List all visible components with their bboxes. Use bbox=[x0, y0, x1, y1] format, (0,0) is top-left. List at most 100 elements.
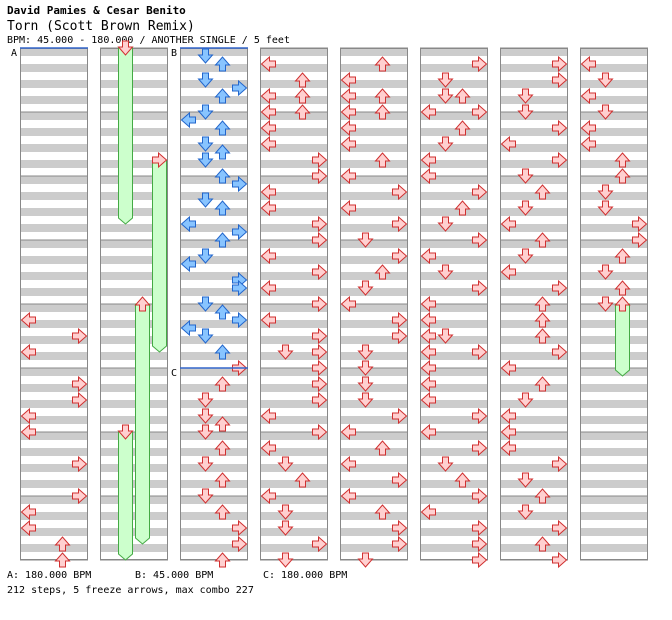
beat-stripe bbox=[100, 240, 168, 248]
beat-stripe bbox=[500, 112, 568, 120]
step-arrow-right bbox=[312, 423, 328, 441]
beat-stripe bbox=[180, 400, 248, 408]
step-arrow-right bbox=[312, 535, 328, 553]
beat-stripe bbox=[580, 496, 648, 504]
step-arrow-right bbox=[472, 535, 488, 553]
beat-stripe bbox=[180, 464, 248, 472]
step-arrow-up bbox=[214, 440, 231, 456]
step-arrow-left bbox=[20, 519, 36, 537]
step-arrow-down bbox=[437, 88, 454, 104]
step-arrow-right bbox=[392, 471, 408, 489]
step-arrow-down bbox=[597, 296, 614, 312]
step-arrow-down bbox=[517, 248, 534, 264]
step-arrow-down bbox=[437, 264, 454, 280]
song-title: Torn (Scott Brown Remix) bbox=[7, 19, 195, 34]
step-arrow-right bbox=[312, 263, 328, 281]
step-arrow-down bbox=[197, 296, 214, 312]
step-arrow-right bbox=[472, 103, 488, 121]
beat-stripe bbox=[580, 368, 648, 376]
beat-stripe bbox=[420, 160, 488, 168]
beat-stripe bbox=[500, 80, 568, 88]
beat-stripe bbox=[420, 64, 488, 72]
beat-stripe bbox=[20, 48, 88, 56]
beat-stripe bbox=[20, 176, 88, 184]
freeze-arrow-5 bbox=[615, 303, 630, 377]
beat-stripe bbox=[420, 512, 488, 520]
beat-stripe bbox=[260, 464, 328, 472]
step-arrow-down bbox=[197, 424, 214, 440]
step-arrow-up bbox=[614, 280, 631, 296]
beat-stripe bbox=[500, 272, 568, 280]
beat-stripe bbox=[180, 288, 248, 296]
beat-stripe bbox=[580, 288, 648, 296]
step-arrow-up bbox=[294, 72, 311, 88]
step-arrow-right bbox=[552, 279, 568, 297]
step-arrow-up bbox=[534, 376, 551, 392]
step-arrow-right bbox=[312, 231, 328, 249]
step-arrow-down bbox=[437, 72, 454, 88]
step-arrow-right bbox=[312, 215, 328, 233]
step-arrow-down bbox=[597, 264, 614, 280]
step-arrow-up bbox=[374, 152, 391, 168]
beat-stripe bbox=[340, 496, 408, 504]
step-arrow-left bbox=[500, 359, 516, 377]
beat-stripe bbox=[340, 432, 408, 440]
step-arrow-right bbox=[72, 391, 88, 409]
beat-stripe bbox=[500, 336, 568, 344]
step-arrow-down bbox=[197, 72, 214, 88]
step-arrow-right bbox=[472, 55, 488, 73]
beat-stripe bbox=[420, 192, 488, 200]
step-arrow-right bbox=[312, 151, 328, 169]
step-arrow-left bbox=[20, 311, 36, 329]
beat-stripe bbox=[580, 512, 648, 520]
step-arrow-up bbox=[614, 248, 631, 264]
step-arrow-down bbox=[197, 152, 214, 168]
beat-stripe bbox=[500, 400, 568, 408]
beat-stripe bbox=[260, 192, 328, 200]
beat-stripe bbox=[500, 176, 568, 184]
step-arrow-left bbox=[420, 503, 436, 521]
beat-stripe bbox=[420, 432, 488, 440]
step-arrow-up bbox=[214, 120, 231, 136]
beat-stripe bbox=[20, 544, 88, 552]
step-arrow-down bbox=[437, 328, 454, 344]
beat-stripe bbox=[420, 208, 488, 216]
beat-stripe bbox=[100, 448, 168, 456]
beat-stripe bbox=[180, 256, 248, 264]
beat-stripe bbox=[340, 224, 408, 232]
step-arrow-left bbox=[500, 423, 516, 441]
step-arrow-down bbox=[517, 168, 534, 184]
step-arrow-left bbox=[420, 151, 436, 169]
beat-stripe bbox=[580, 544, 648, 552]
beat-stripe bbox=[260, 64, 328, 72]
step-arrow-up bbox=[214, 200, 231, 216]
beat-stripe bbox=[180, 48, 248, 56]
step-arrow-right bbox=[632, 231, 648, 249]
beat-stripe bbox=[100, 112, 168, 120]
step-arrow-right bbox=[232, 223, 248, 241]
beat-stripe bbox=[580, 256, 648, 264]
beat-stripe bbox=[260, 144, 328, 152]
beat-stripe bbox=[580, 352, 648, 360]
step-arrow-left bbox=[340, 119, 356, 137]
beat-stripe bbox=[420, 240, 488, 248]
step-arrow-right bbox=[72, 375, 88, 393]
step-arrow-left bbox=[180, 255, 196, 273]
beat-stripe bbox=[340, 176, 408, 184]
step-arrow-left bbox=[260, 135, 276, 153]
step-arrow-right bbox=[312, 391, 328, 409]
beat-stripe bbox=[260, 48, 328, 56]
step-arrow-down bbox=[597, 200, 614, 216]
step-arrow-left bbox=[500, 439, 516, 457]
step-arrow-up bbox=[534, 296, 551, 312]
beat-stripe bbox=[260, 352, 328, 360]
beat-stripe bbox=[180, 368, 248, 376]
beat-stripe bbox=[180, 416, 248, 424]
beat-stripe bbox=[100, 48, 168, 56]
step-arrow-left bbox=[260, 103, 276, 121]
step-arrow-up bbox=[534, 328, 551, 344]
beat-stripe bbox=[420, 352, 488, 360]
beat-stripe bbox=[340, 368, 408, 376]
step-arrow-down bbox=[277, 552, 294, 568]
step-arrow-up bbox=[214, 168, 231, 184]
